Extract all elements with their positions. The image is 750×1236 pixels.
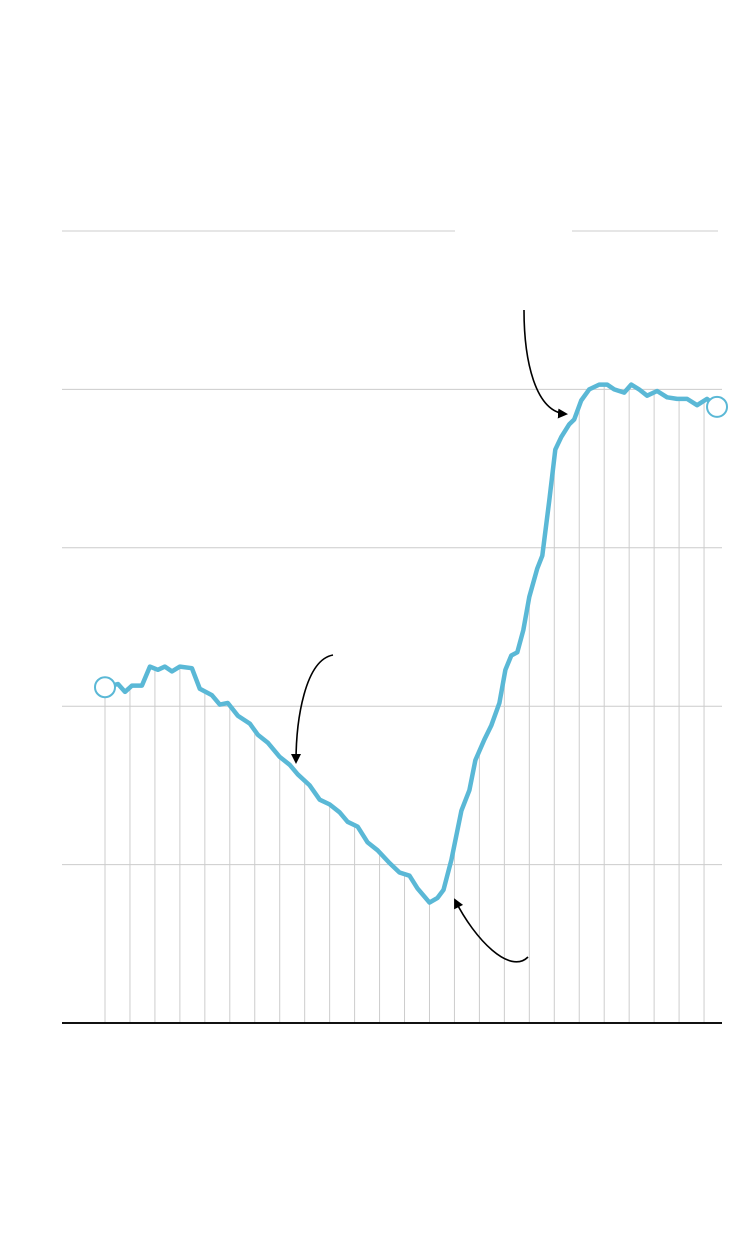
annotation-arrow-decline xyxy=(291,654,334,764)
horizontal-gridlines xyxy=(62,230,722,866)
annotation-arrow-plateau xyxy=(523,309,568,419)
series-line xyxy=(102,382,720,905)
start-point-marker xyxy=(94,676,116,699)
vertical-gridlines xyxy=(104,384,705,1023)
annotation-arrow-trough xyxy=(454,898,529,963)
end-point-marker xyxy=(706,395,729,418)
